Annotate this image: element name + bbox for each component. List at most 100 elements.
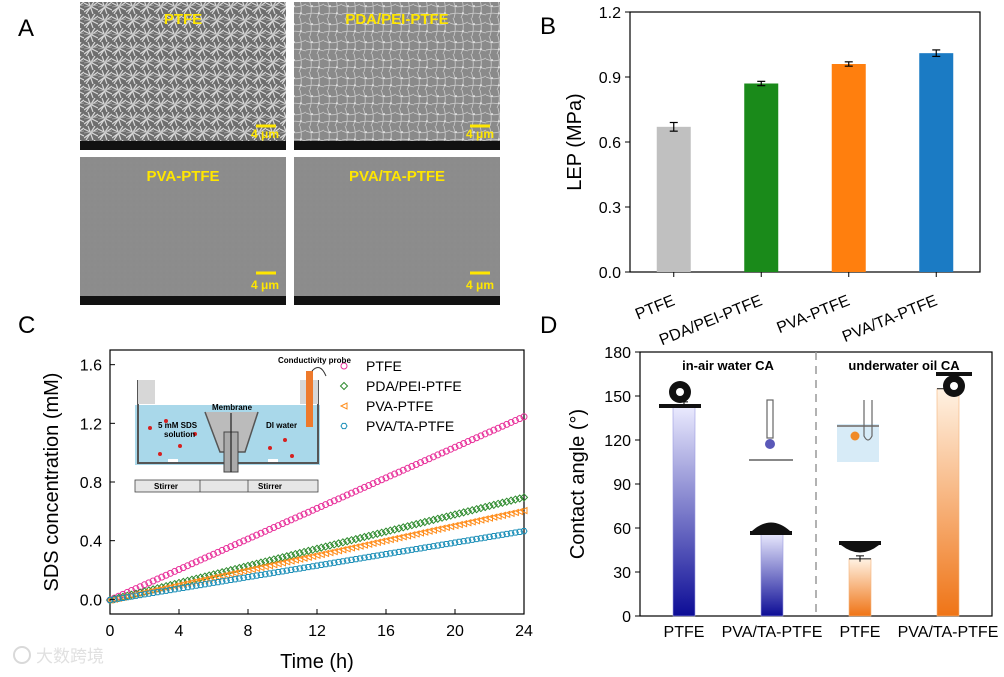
- chart-c-ylabel: SDS concentration (mM): [41, 373, 63, 592]
- chart-c-point-circle: [283, 518, 291, 526]
- water-contact-schematic-icon: [749, 399, 793, 461]
- oil-droplet-icon-oleophilic: [839, 541, 881, 553]
- sem-scale-label: 4 μm: [466, 127, 494, 141]
- chart-c-point-hexagon: [343, 557, 351, 564]
- chart-c-point-circle: [274, 522, 282, 530]
- sem-image-pva-ta-ptfe: PVA/TA-PTFE 4 μm: [294, 157, 500, 305]
- chart-c-point-circle: [434, 451, 442, 459]
- chart-c-point-circle: [490, 426, 498, 434]
- chart-d-xtick-label: PVA/TA-PTFE: [722, 624, 823, 641]
- chart-c-point-hexagon: [334, 558, 343, 566]
- chart-c-legend: PTFE PDA/PEI-PTFE PVA-PTFE PVA/TA-PTFE: [339, 358, 462, 434]
- chart-c-point-hexagon: [184, 584, 192, 591]
- chart-c-point-circle: [192, 558, 200, 566]
- chart-c-point-hexagon: [365, 553, 373, 561]
- chart-c-point-hexagon: [166, 586, 174, 594]
- chart-c-point-circle: [231, 541, 239, 549]
- chart-c-point-hexagon: [296, 565, 304, 572]
- chart-b-ylabel: LEP (MPa): [564, 93, 586, 190]
- chart-c-point-circle: [248, 533, 256, 541]
- chart-c-point-hexagon: [300, 564, 308, 571]
- chart-c-point-hexagon: [460, 538, 468, 545]
- chart-c-xtick-label: 24: [515, 623, 533, 640]
- chart-c-point-diamond: [217, 568, 227, 577]
- chart-c-point-circle: [317, 502, 325, 510]
- watermark-text: 大数跨境: [36, 647, 104, 666]
- chart-c-point-hexagon: [188, 583, 196, 590]
- chart-c-point-hexagon: [412, 545, 420, 553]
- chart-c-point-hexagon: [153, 589, 162, 596]
- chart-c-point-diamond: [187, 575, 197, 584]
- chart-c-point-circle: [477, 432, 485, 440]
- chart-c-point-circle: [218, 546, 226, 554]
- chart-d-contact-angle: in-air water CA underwater oil CA PTFE PV…: [567, 345, 998, 641]
- chart-c-point-hexagon: [520, 528, 528, 535]
- chart-c-legend-marker: [339, 402, 348, 410]
- chart-c-point-circle: [429, 453, 437, 461]
- chart-c-point-diamond: [437, 513, 447, 522]
- chart-c-point-diamond: [455, 509, 464, 518]
- chart-c-point-hexagon: [347, 556, 356, 563]
- watermark-logo-icon: [13, 646, 31, 664]
- chart-c-point-circle: [300, 510, 308, 518]
- inset-membrane-label: Membrane: [212, 403, 253, 412]
- sem-image-pva-ptfe: PVA-PTFE 4 μm: [80, 157, 286, 305]
- inset-stirrer-right-label: Stirrer: [258, 482, 282, 491]
- chart-c-point-hexagon: [162, 587, 170, 594]
- chart-c-point-circle: [335, 495, 343, 503]
- chart-c-point-circle: [360, 483, 368, 491]
- chart-c-point-hexagon: [498, 531, 507, 538]
- chart-d-bar: [672, 404, 696, 617]
- chart-c-point-diamond: [472, 504, 481, 514]
- panel-letter-a: A: [18, 15, 34, 42]
- chart-c-point-diamond: [390, 525, 399, 534]
- chart-c-point-circle: [175, 566, 183, 574]
- chart-c-point-diamond: [304, 546, 313, 556]
- chart-d-xtick-label: PTFE: [664, 624, 705, 641]
- chart-c-point-diamond: [373, 529, 382, 538]
- chart-d-xtick-label: PVA/TA-PTFE: [898, 624, 999, 641]
- chart-c-point-diamond: [192, 574, 201, 583]
- chart-c-point-hexagon: [339, 558, 347, 565]
- chart-c-point-hexagon: [136, 591, 144, 599]
- chart-d-ylabel: Contact angle (°): [567, 409, 589, 559]
- chart-c-point-diamond: [381, 527, 391, 536]
- chart-c-point-circle: [149, 577, 157, 585]
- chart-d-group-label-air: in-air water CA: [682, 358, 774, 373]
- chart-b-ytick-label: 0.3: [599, 200, 621, 217]
- chart-c-point-diamond: [204, 571, 214, 580]
- chart-c-point-hexagon: [391, 549, 399, 556]
- panel-letter-c: C: [18, 312, 35, 339]
- chart-c-point-diamond: [368, 530, 378, 540]
- chart-d-xtick-label: PTFE: [840, 624, 881, 641]
- chart-c-point-diamond: [330, 540, 339, 549]
- chart-c-xtick-label: 0: [106, 623, 115, 640]
- chart-c-point-diamond: [239, 562, 248, 572]
- chart-d-ytick-label: 0: [622, 609, 631, 626]
- chart-b-bar: [919, 53, 954, 272]
- chart-c-point-circle: [494, 424, 502, 432]
- chart-c-point-diamond: [355, 533, 365, 543]
- chart-c-point-hexagon: [106, 596, 114, 604]
- chart-d-ytick-label: 30: [613, 565, 631, 582]
- chart-c-point-diamond: [377, 528, 386, 537]
- chart-c-point-diamond: [230, 564, 240, 574]
- chart-c-point-circle: [507, 418, 515, 426]
- chart-c-point-diamond: [411, 519, 421, 529]
- chart-c-point-hexagon: [205, 580, 213, 587]
- chart-c-point-circle: [404, 464, 412, 472]
- chart-c-point-diamond: [489, 500, 499, 510]
- chart-c-point-circle: [382, 474, 390, 482]
- chart-d-axes: PTFE PVA/TA-PTFE PTFE PVA/TA-PTFE 0 30 60 90 120…: [604, 345, 998, 641]
- chart-c-point-hexagon: [360, 554, 369, 561]
- chart-c-point-circle: [391, 470, 399, 478]
- chart-c-point-diamond: [459, 508, 468, 517]
- chart-b-bar: [744, 83, 779, 272]
- chart-c-point-circle: [257, 529, 265, 537]
- chart-c-point-hexagon: [240, 574, 248, 581]
- chart-c-point-diamond: [291, 549, 300, 559]
- chart-c-point-hexagon: [261, 571, 269, 578]
- chart-d-bar: [848, 558, 872, 617]
- chart-c-point-circle: [365, 481, 373, 489]
- chart-c-point-diamond: [351, 534, 361, 544]
